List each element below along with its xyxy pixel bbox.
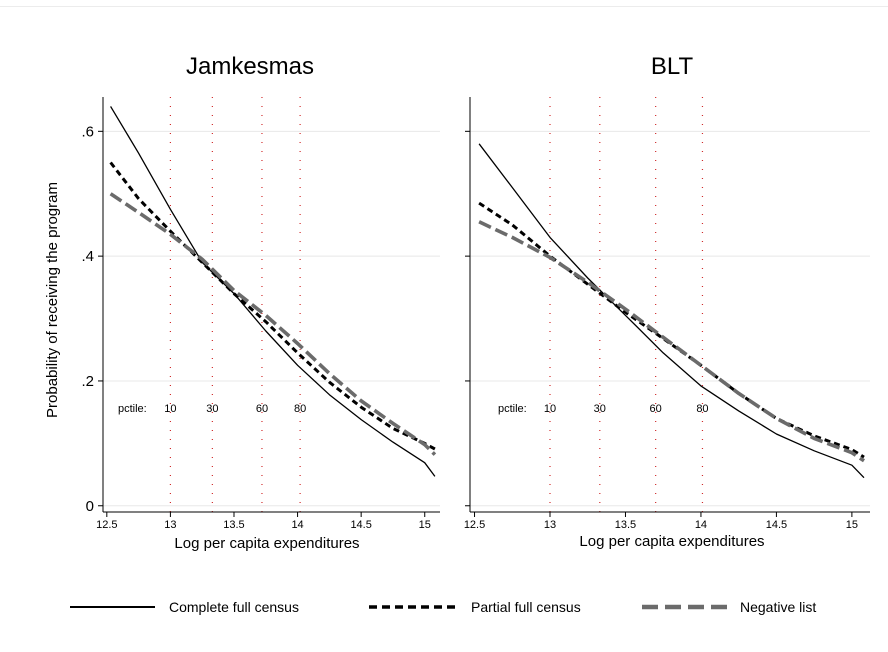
- percentile-label: 10: [164, 403, 176, 415]
- percentile-label: 10: [544, 403, 556, 415]
- x-tick-label: 15: [419, 519, 431, 531]
- percentile-label: 30: [206, 403, 218, 415]
- percentile-label: 80: [696, 403, 708, 415]
- y-tick-label: 0: [86, 498, 94, 515]
- panel-title: Jamkesmas: [186, 53, 314, 80]
- series-line-negative-list: [478, 220, 866, 463]
- legend-label: Negative list: [740, 599, 816, 615]
- x-tick-label: 12.5: [96, 519, 117, 531]
- legend-label: Partial full census: [471, 599, 581, 615]
- series-line-complete-full-census: [110, 106, 436, 477]
- series-line-negative-list: [109, 192, 437, 456]
- x-tick-label: 15: [846, 519, 858, 531]
- x-tick-label: 14.5: [766, 519, 787, 531]
- x-tick-label: 13: [544, 519, 556, 531]
- x-tick-label: 13.5: [223, 519, 244, 531]
- x-axis-label: Log per capita expenditures: [579, 533, 764, 550]
- x-tick-label: 12.5: [464, 519, 485, 531]
- percentile-caption: pctile:: [118, 403, 147, 415]
- series-line-partial-full-census: [109, 161, 436, 451]
- y-tick-label: .4: [81, 248, 94, 265]
- percentile-caption: pctile:: [498, 403, 527, 415]
- y-axis-label: Probability of receiving the program: [44, 182, 61, 418]
- y-tick-label: .2: [81, 373, 94, 390]
- x-tick-label: 14.5: [350, 519, 371, 531]
- panel-jamkesmas: Jamkesmas 10 30 60 80 pctile: 12.5 13 13.5 14 14…: [44, 53, 440, 552]
- x-axis-label: Log per capita expenditures: [174, 535, 359, 552]
- top-border: [0, 6, 888, 7]
- x-tick-label: 14: [695, 519, 707, 531]
- panel-title: BLT: [651, 53, 694, 80]
- series-line-complete-full-census: [478, 143, 865, 479]
- percentile-label: 60: [650, 403, 662, 415]
- percentile-label: 80: [294, 403, 306, 415]
- y-tick-label: .6: [81, 123, 94, 140]
- panel-blt: BLT 10 30 60 80 pctile: 12.5 13 13.5 14 14.5 15 L…: [464, 53, 870, 550]
- x-tick-label: 13.5: [615, 519, 636, 531]
- percentile-label: 60: [256, 403, 268, 415]
- legend: Complete full census Partial full census…: [70, 599, 816, 615]
- series-line-partial-full-census: [478, 201, 865, 459]
- x-tick-label: 13: [164, 519, 176, 531]
- legend-label: Complete full census: [169, 599, 299, 615]
- x-tick-label: 14: [291, 519, 303, 531]
- percentile-label: 30: [594, 403, 606, 415]
